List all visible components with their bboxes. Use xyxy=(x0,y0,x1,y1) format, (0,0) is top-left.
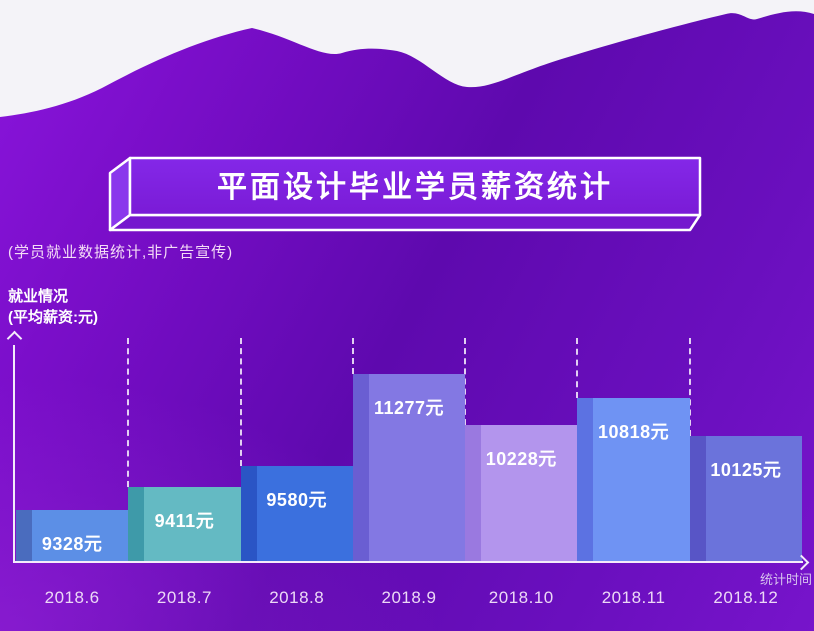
bar-value-label: 9328元 xyxy=(41,534,103,554)
bar-2018.6: 9328元 xyxy=(16,510,129,562)
y-axis-line xyxy=(13,345,15,562)
bar-2018.12: 10125元 xyxy=(689,436,802,562)
bar-2018.9: 11277元 xyxy=(352,374,466,562)
dashed-separator xyxy=(576,338,579,398)
bar-value-label: 10818元 xyxy=(598,422,670,442)
x-tick-label: 2018.6 xyxy=(44,588,100,607)
x-tick-label: 2018.12 xyxy=(713,588,779,607)
x-tick-label: 2018.10 xyxy=(488,588,554,607)
x-axis-line xyxy=(13,561,803,563)
dashed-separator xyxy=(127,338,130,487)
x-tick-label: 2018.8 xyxy=(269,588,325,607)
x-tick-label: 2018.9 xyxy=(381,588,437,607)
bar-value-label: 10228元 xyxy=(485,449,557,469)
title-banner xyxy=(108,156,702,232)
bar-2018.10: 10228元 xyxy=(465,425,578,562)
bar-shadow-edge xyxy=(240,466,257,562)
subtitle-note: (学员就业数据统计,非广告宣传) xyxy=(8,244,234,261)
bar-shadow-edge xyxy=(128,487,145,562)
bar-shadow-edge xyxy=(352,374,369,562)
page-title: 平面设计毕业学员薪资统计 xyxy=(217,171,613,204)
bar-shadow-edge xyxy=(465,425,482,562)
bar-2018.8: 9580元 xyxy=(240,466,353,562)
dashed-separator xyxy=(351,338,354,374)
bar-value-label: 11277元 xyxy=(373,398,445,418)
y-axis-title: 就业情况 (平均薪资:元) xyxy=(8,286,98,328)
bar-value-label: 10125元 xyxy=(710,460,782,480)
title-box-front-face xyxy=(128,156,702,217)
dashed-separator xyxy=(688,338,691,436)
x-axis-title: 统计时间 xyxy=(759,572,812,587)
bar-2018.7: 9411元 xyxy=(128,487,241,562)
bar-value-label: 9580元 xyxy=(266,490,327,510)
bar-shadow-edge xyxy=(689,436,706,562)
x-tick-label: 2018.11 xyxy=(601,588,666,607)
dashed-separator xyxy=(464,338,467,425)
top-white-area xyxy=(0,0,814,117)
bar-shadow-edge xyxy=(577,398,594,562)
bar-2018.11: 10818元 xyxy=(577,398,690,562)
dashed-separator xyxy=(239,338,242,466)
bar-shadow-edge xyxy=(16,510,32,562)
x-tick-label: 2018.7 xyxy=(156,588,212,607)
top-wave-decoration xyxy=(0,0,814,117)
y-axis-title-line1: 就业情况 xyxy=(8,288,69,305)
bar-value-label: 9411元 xyxy=(154,511,215,531)
y-axis-title-line2: (平均薪资:元) xyxy=(8,309,98,326)
